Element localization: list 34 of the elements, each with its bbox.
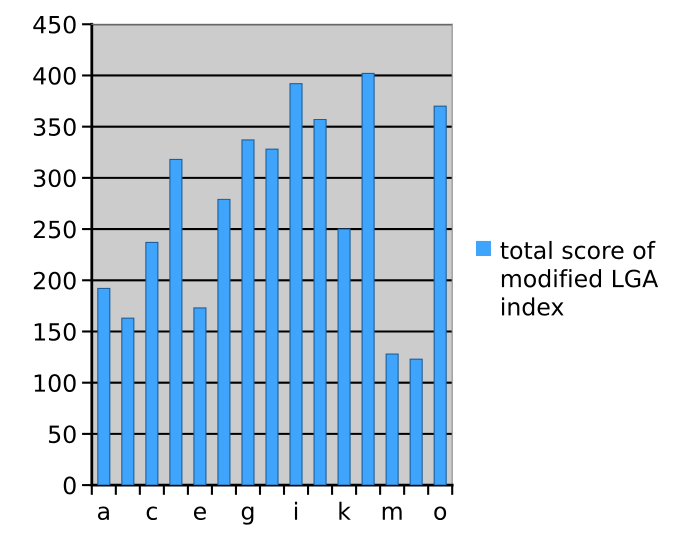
x-tick-label: e — [194, 506, 206, 520]
bar — [410, 358, 423, 486]
x-tick-label: c — [146, 506, 157, 520]
y-tick-label: 300 — [34, 169, 76, 188]
bar — [289, 83, 303, 486]
x-tick-label: o — [434, 506, 446, 520]
bar — [265, 148, 279, 486]
y-tick-label: 250 — [34, 220, 76, 238]
y-tick-label: 50 — [48, 425, 76, 444]
x-tick-label: k — [339, 502, 351, 520]
bar — [362, 72, 375, 486]
bar — [121, 318, 134, 486]
x-tick-label: g — [242, 506, 254, 525]
bar — [145, 242, 158, 486]
y-tick-label: 150 — [34, 322, 76, 341]
legend-label: total score of modified LGA index — [500, 240, 658, 316]
bar — [97, 288, 110, 486]
y-tick-label: 100 — [34, 374, 76, 392]
y-tick-label: 450 — [33, 16, 76, 34]
bar — [241, 139, 255, 486]
bar — [313, 118, 327, 486]
x-tick-label: m — [382, 506, 402, 520]
bar — [338, 228, 351, 486]
y-tick-label: 0 — [64, 476, 76, 494]
y-tick-label: 350 — [34, 118, 76, 136]
x-tick-label: i — [294, 502, 298, 520]
bar — [386, 353, 399, 486]
x-tick-label: a — [98, 506, 109, 520]
y-tick-label: 400 — [33, 66, 76, 85]
bar — [193, 307, 206, 486]
bar — [434, 106, 447, 486]
y-tick-label: 200 — [34, 272, 76, 290]
bar — [217, 198, 231, 486]
bar — [169, 158, 182, 486]
